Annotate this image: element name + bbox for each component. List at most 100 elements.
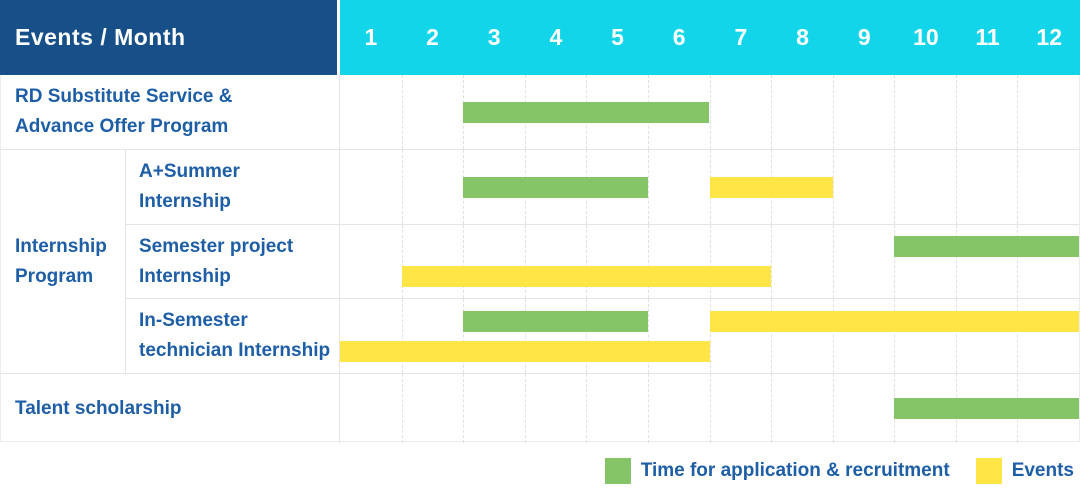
row-label-line: A+Summer xyxy=(139,161,240,182)
row-label: RD Substitute Service & Advance Offer Pr… xyxy=(1,75,340,149)
legend-label: Events xyxy=(1011,460,1074,481)
row-label-line: Internship xyxy=(139,265,231,287)
month-gridline xyxy=(771,75,773,149)
gantt-bar-application xyxy=(894,236,1079,257)
month-gridline xyxy=(647,150,649,224)
month-gridline xyxy=(463,299,465,373)
month-gridline xyxy=(709,299,711,373)
month-gridline xyxy=(647,374,649,443)
table-row-talent-scholarship: Talent scholarship xyxy=(1,373,1079,443)
month-label: 11 xyxy=(975,24,1000,50)
row-label: In-Semester technician Internship xyxy=(126,299,340,373)
month-gridline xyxy=(709,75,711,149)
month-gridline xyxy=(463,374,465,443)
months-header: 1 2 3 4 5 6 7 8 9 10 11 12 xyxy=(340,0,1080,75)
month-gridline xyxy=(647,225,649,298)
row-label-line: technician Internship xyxy=(139,340,331,361)
row-label: Talent scholarship xyxy=(1,374,340,443)
month-gridline xyxy=(1017,225,1019,298)
month-gridline xyxy=(586,299,588,373)
row-label-line: RD Substitute Service & xyxy=(15,86,233,107)
gantt-bar-application xyxy=(463,310,648,332)
group-label-line: Internship xyxy=(15,235,107,257)
month-gridline xyxy=(771,225,773,298)
month-gridline xyxy=(524,374,526,443)
month-gridline xyxy=(955,299,957,373)
month-gridline xyxy=(832,225,834,298)
gantt-bar-application xyxy=(463,176,648,198)
month-gridline xyxy=(832,150,834,224)
legend-item-application: Time for application & recruitment xyxy=(604,458,950,484)
month-gridline xyxy=(894,75,896,149)
month-gridline xyxy=(955,225,957,298)
gantt-bar-events xyxy=(709,310,1079,332)
gantt-bar-events xyxy=(340,340,710,362)
month-gridline xyxy=(586,225,588,298)
row-label-line: In-Semester xyxy=(139,310,248,331)
month-gridline xyxy=(1017,75,1019,149)
month-gridline xyxy=(401,150,403,224)
legend-item-events: Events xyxy=(975,458,1074,484)
table-body: RD Substitute Service & Advance Offer Pr… xyxy=(0,75,1080,443)
month-gridline xyxy=(401,225,403,298)
group-label-line: Program xyxy=(15,265,94,287)
month-gridline xyxy=(463,225,465,298)
gantt-bar-application xyxy=(463,101,710,123)
table-header-row: Events / Month 1 2 3 4 5 6 7 8 9 10 11 1… xyxy=(0,0,1080,75)
gantt-bar-application xyxy=(894,398,1079,419)
month-gridline xyxy=(1017,150,1019,224)
row-label-line: Advance Offer Program xyxy=(15,116,229,137)
month-gridline xyxy=(955,150,957,224)
row-label-line: Semester project xyxy=(139,235,294,257)
row-label: Semester project Internship xyxy=(126,225,340,298)
corner-header: Events / Month xyxy=(0,0,340,75)
legend: Time for application & recruitment Event… xyxy=(604,454,1074,488)
month-label: 7 xyxy=(734,24,748,50)
chart-cell xyxy=(340,150,1079,224)
month-gridline xyxy=(771,374,773,443)
table-group-internship-program: Internship Program A+Summer Internship xyxy=(1,149,1079,373)
month-label: 8 xyxy=(796,24,809,50)
month-gridline xyxy=(709,374,711,443)
month-gridline xyxy=(524,225,526,298)
month-gridline xyxy=(401,75,403,149)
month-label: 1 xyxy=(364,24,378,50)
chart-cell xyxy=(340,225,1079,298)
month-gridline xyxy=(586,374,588,443)
gantt-bar-events xyxy=(401,266,772,287)
month-label: 12 xyxy=(1036,24,1063,50)
gantt-bar-events xyxy=(709,176,833,198)
month-label: 5 xyxy=(611,24,624,50)
month-gridline xyxy=(401,299,403,373)
table-row-in-semester-technician-internship: In-Semester technician Internship xyxy=(126,299,1079,373)
month-gridline xyxy=(709,225,711,298)
month-gridline xyxy=(832,75,834,149)
month-label: 4 xyxy=(549,24,563,50)
month-gridline xyxy=(955,75,957,149)
row-label: A+Summer Internship xyxy=(126,150,340,224)
month-gridline xyxy=(894,150,896,224)
legend-swatch-green xyxy=(604,458,631,484)
chart-cell xyxy=(340,75,1079,149)
legend-label: Time for application & recruitment xyxy=(640,460,950,481)
chart-cell xyxy=(340,299,1079,373)
row-label-line: Internship xyxy=(139,191,231,212)
month-label: 6 xyxy=(672,24,686,50)
month-gridline xyxy=(894,299,896,373)
chart-cell xyxy=(340,374,1079,443)
month-label: 3 xyxy=(487,24,501,50)
month-label: 10 xyxy=(913,24,939,50)
month-gridline xyxy=(401,374,403,443)
row-label-line: Talent scholarship xyxy=(15,397,182,419)
month-gridline xyxy=(894,225,896,298)
group-label: Internship Program xyxy=(1,150,126,373)
table-row-semester-project-internship: Semester project Internship xyxy=(126,224,1079,299)
month-label: 2 xyxy=(426,24,439,50)
month-gridline xyxy=(832,299,834,373)
table-row-a-summer-internship: A+Summer Internship xyxy=(126,150,1079,224)
month-gridline xyxy=(647,299,649,373)
month-gridline xyxy=(771,299,773,373)
month-gridline xyxy=(832,374,834,443)
legend-swatch-yellow xyxy=(975,458,1002,484)
